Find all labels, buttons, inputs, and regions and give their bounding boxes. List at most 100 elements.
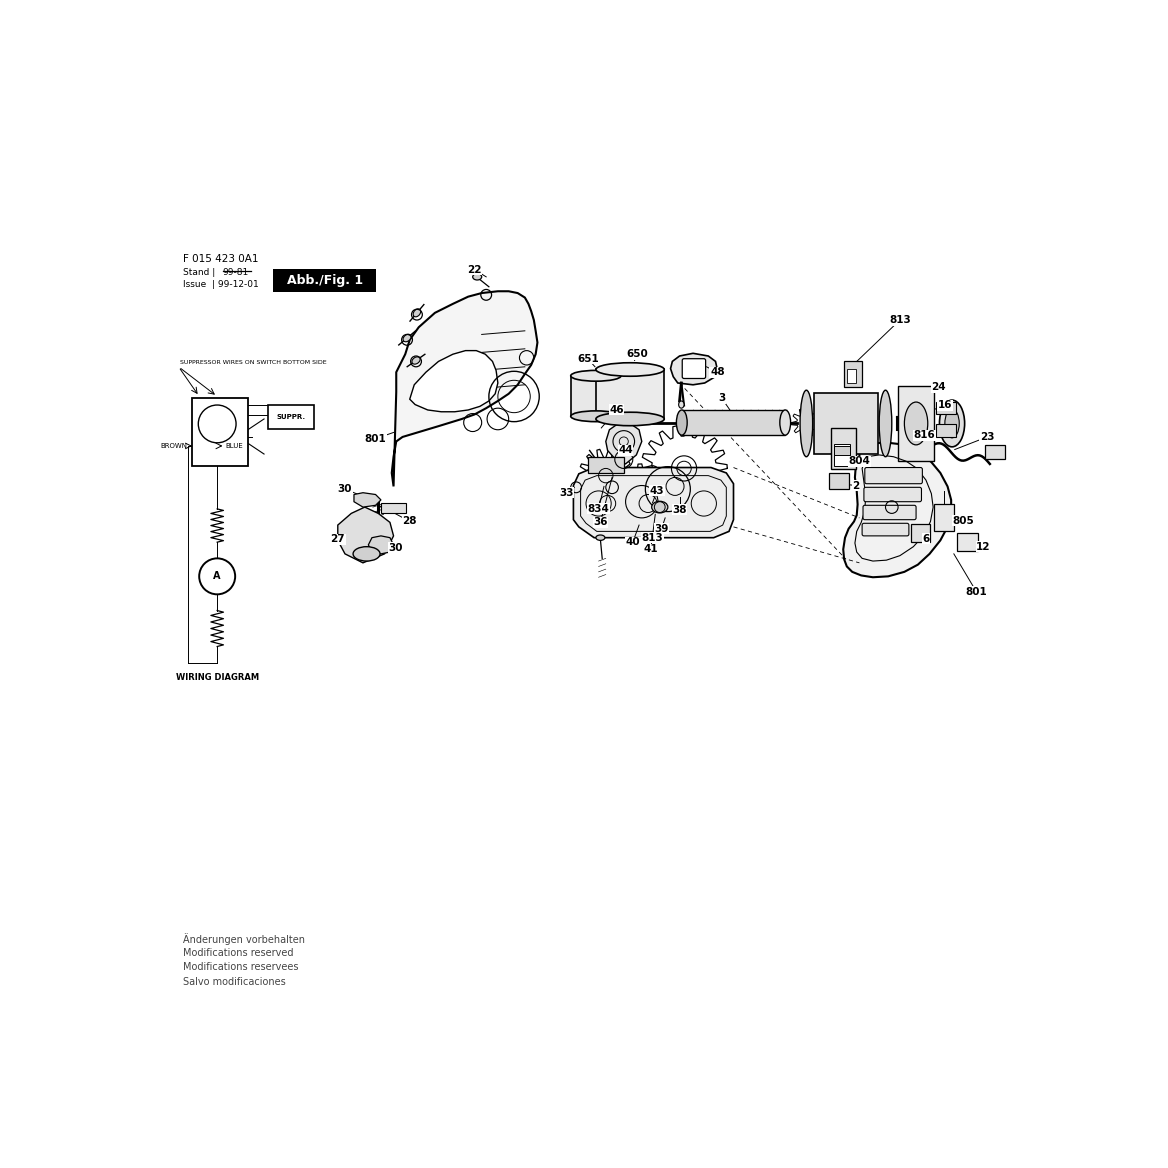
Bar xyxy=(571,376,621,416)
Ellipse shape xyxy=(412,357,420,364)
Text: 650: 650 xyxy=(626,349,648,360)
Ellipse shape xyxy=(596,363,665,376)
Bar xyxy=(986,445,1006,459)
Text: 813: 813 xyxy=(641,533,663,543)
Ellipse shape xyxy=(571,370,621,381)
Ellipse shape xyxy=(403,334,411,342)
Text: 28: 28 xyxy=(403,516,417,527)
Text: 16: 16 xyxy=(938,401,952,410)
Text: 33: 33 xyxy=(559,488,573,498)
Text: 801: 801 xyxy=(966,586,987,597)
Text: 41: 41 xyxy=(644,544,658,555)
Ellipse shape xyxy=(413,308,420,317)
Text: Issue  | 99-12-01: Issue | 99-12-01 xyxy=(183,279,259,288)
Bar xyxy=(596,369,665,419)
Text: 40: 40 xyxy=(625,537,640,547)
Text: 3: 3 xyxy=(718,394,725,403)
Text: Modifications reservees: Modifications reservees xyxy=(183,962,299,972)
Bar xyxy=(844,361,862,387)
Circle shape xyxy=(200,558,235,595)
Text: BLUE: BLUE xyxy=(225,443,243,449)
Bar xyxy=(936,424,955,437)
Ellipse shape xyxy=(652,501,668,513)
Text: 834: 834 xyxy=(588,503,610,514)
Text: 651: 651 xyxy=(577,354,599,363)
Text: 2: 2 xyxy=(853,480,860,491)
Bar xyxy=(207,566,227,586)
Ellipse shape xyxy=(939,401,965,447)
Circle shape xyxy=(200,558,235,595)
Text: 39: 39 xyxy=(654,523,669,534)
Text: Änderungen vorbehalten: Änderungen vorbehalten xyxy=(183,933,305,945)
Text: Salvo modificaciones: Salvo modificaciones xyxy=(183,976,286,987)
Bar xyxy=(898,385,934,461)
Bar xyxy=(814,392,878,454)
Text: 44: 44 xyxy=(618,445,633,456)
Ellipse shape xyxy=(571,411,621,422)
Text: 805: 805 xyxy=(953,515,974,526)
Ellipse shape xyxy=(780,410,791,436)
Text: BROWN: BROWN xyxy=(160,443,188,449)
Text: 22: 22 xyxy=(467,265,481,274)
FancyBboxPatch shape xyxy=(682,359,705,378)
FancyBboxPatch shape xyxy=(863,506,916,520)
Bar xyxy=(273,269,376,292)
FancyBboxPatch shape xyxy=(864,467,923,484)
Bar xyxy=(682,410,785,436)
Bar xyxy=(957,533,978,551)
Ellipse shape xyxy=(880,390,892,457)
Bar xyxy=(934,505,954,531)
Polygon shape xyxy=(368,536,394,554)
Bar xyxy=(830,427,856,470)
Text: Modifications reserved: Modifications reserved xyxy=(183,947,293,958)
Polygon shape xyxy=(338,507,394,563)
Text: A: A xyxy=(214,571,221,582)
FancyBboxPatch shape xyxy=(864,487,922,502)
Bar xyxy=(267,405,314,429)
Polygon shape xyxy=(410,350,498,412)
Polygon shape xyxy=(843,443,951,577)
Text: 804: 804 xyxy=(848,457,870,466)
Text: 38: 38 xyxy=(673,505,687,515)
Text: 43: 43 xyxy=(649,486,665,496)
Bar xyxy=(847,369,856,383)
Text: 30: 30 xyxy=(388,543,403,552)
Bar xyxy=(829,473,849,489)
Bar xyxy=(911,524,931,542)
Ellipse shape xyxy=(904,402,927,445)
Polygon shape xyxy=(391,291,537,486)
Polygon shape xyxy=(606,424,641,464)
Bar xyxy=(834,444,850,466)
Text: F 015 423 0A1: F 015 423 0A1 xyxy=(183,255,258,264)
Ellipse shape xyxy=(676,410,687,436)
Polygon shape xyxy=(573,467,734,537)
FancyBboxPatch shape xyxy=(862,523,909,536)
Bar xyxy=(192,398,248,466)
Text: SUPPR.: SUPPR. xyxy=(277,413,306,420)
Text: WIRING DIAGRAM: WIRING DIAGRAM xyxy=(175,674,259,682)
Polygon shape xyxy=(354,493,381,507)
Text: 6: 6 xyxy=(923,534,930,543)
Bar xyxy=(936,402,955,415)
Ellipse shape xyxy=(800,390,813,457)
Bar xyxy=(834,446,850,456)
Polygon shape xyxy=(670,353,717,384)
Text: 48: 48 xyxy=(710,367,724,377)
Text: Abb./Fig. 1: Abb./Fig. 1 xyxy=(286,274,363,287)
Text: 30: 30 xyxy=(338,484,353,494)
Text: Stand |: Stand | xyxy=(183,267,215,277)
Ellipse shape xyxy=(353,547,380,561)
Text: 816: 816 xyxy=(913,430,936,440)
Ellipse shape xyxy=(679,401,684,408)
Text: SUPPRESSOR WIRES ON SWITCH BOTTOM SIDE: SUPPRESSOR WIRES ON SWITCH BOTTOM SIDE xyxy=(180,360,327,364)
Text: 801: 801 xyxy=(364,433,387,444)
Ellipse shape xyxy=(473,273,481,280)
Bar xyxy=(588,457,624,473)
Text: 24: 24 xyxy=(931,382,946,392)
Text: 36: 36 xyxy=(593,517,607,528)
Ellipse shape xyxy=(945,409,959,438)
Ellipse shape xyxy=(596,412,665,425)
Text: 46: 46 xyxy=(610,405,624,415)
Bar xyxy=(381,502,406,514)
Text: 23: 23 xyxy=(980,432,994,442)
